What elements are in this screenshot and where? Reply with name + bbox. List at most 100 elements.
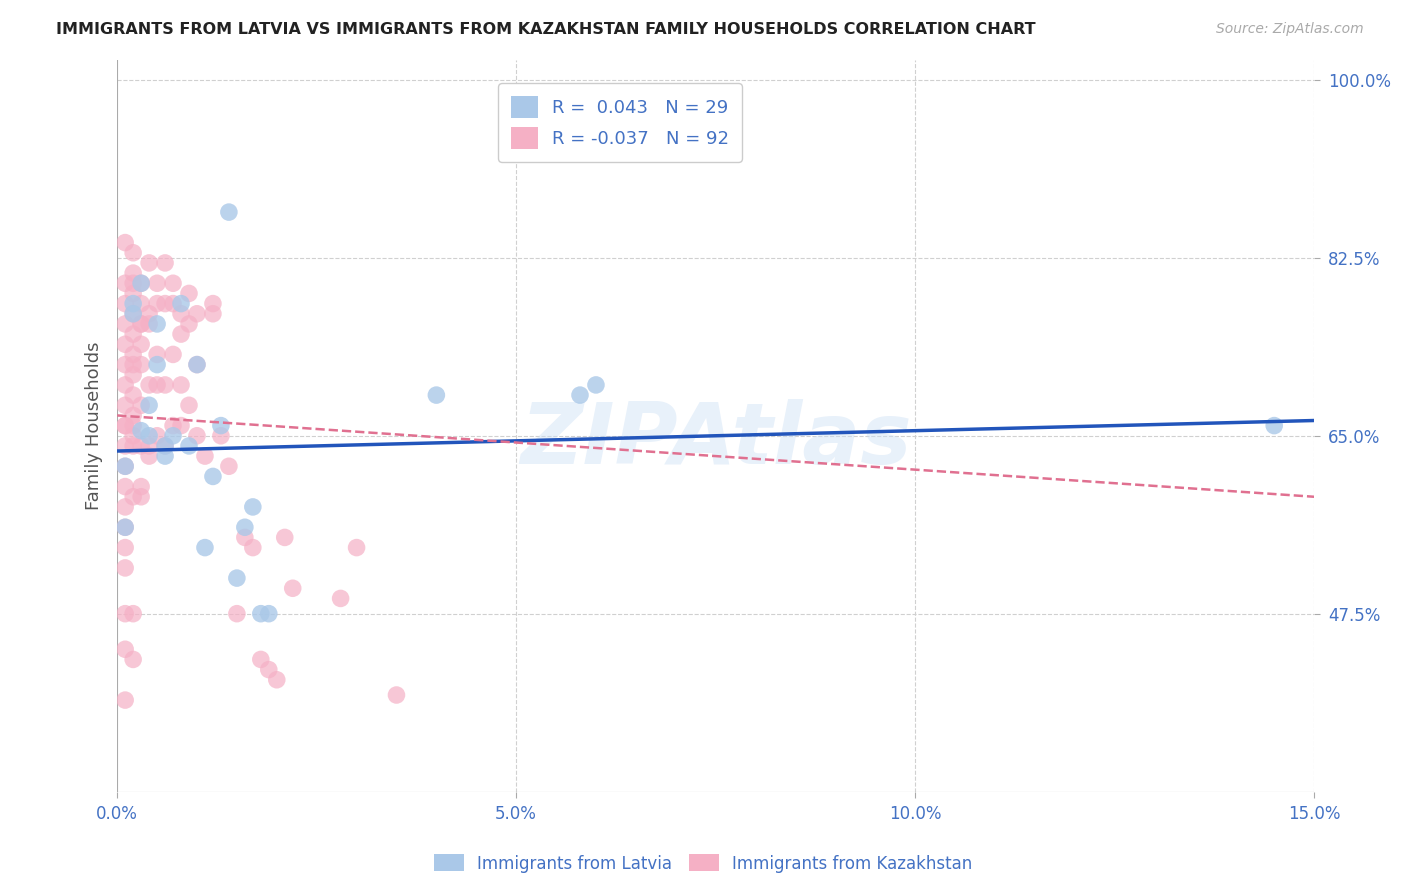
Point bbox=[114, 235, 136, 250]
Point bbox=[114, 520, 136, 534]
Point bbox=[146, 378, 169, 392]
Point bbox=[114, 439, 136, 453]
Point bbox=[569, 388, 592, 402]
Point bbox=[177, 317, 200, 331]
Point bbox=[250, 652, 273, 666]
Point bbox=[146, 347, 169, 361]
Point bbox=[138, 378, 160, 392]
Point bbox=[138, 398, 160, 412]
Point bbox=[129, 358, 152, 372]
Point bbox=[201, 469, 224, 483]
Point bbox=[346, 541, 368, 555]
Point bbox=[194, 541, 217, 555]
Point bbox=[177, 439, 200, 453]
Point bbox=[138, 317, 160, 331]
Point bbox=[209, 429, 232, 443]
Point bbox=[114, 693, 136, 707]
Point bbox=[138, 256, 160, 270]
Point bbox=[233, 520, 256, 534]
Point bbox=[129, 490, 152, 504]
Point bbox=[162, 296, 184, 310]
Point bbox=[425, 388, 447, 402]
Point bbox=[138, 307, 160, 321]
Point bbox=[146, 429, 169, 443]
Point bbox=[122, 307, 145, 321]
Point bbox=[114, 418, 136, 433]
Point bbox=[122, 652, 145, 666]
Legend: Immigrants from Latvia, Immigrants from Kazakhstan: Immigrants from Latvia, Immigrants from … bbox=[427, 847, 979, 880]
Point bbox=[153, 439, 176, 453]
Point bbox=[114, 418, 136, 433]
Point bbox=[170, 327, 193, 342]
Point bbox=[225, 607, 247, 621]
Point bbox=[218, 205, 240, 219]
Point bbox=[138, 439, 160, 453]
Point bbox=[585, 378, 607, 392]
Point bbox=[233, 530, 256, 544]
Point bbox=[122, 418, 145, 433]
Point bbox=[114, 459, 136, 474]
Point bbox=[122, 327, 145, 342]
Point bbox=[194, 449, 217, 463]
Point bbox=[162, 429, 184, 443]
Point bbox=[201, 296, 224, 310]
Point bbox=[170, 418, 193, 433]
Point bbox=[114, 607, 136, 621]
Point bbox=[122, 409, 145, 423]
Point bbox=[114, 317, 136, 331]
Point bbox=[138, 449, 160, 463]
Point bbox=[114, 480, 136, 494]
Point bbox=[122, 347, 145, 361]
Point bbox=[186, 307, 208, 321]
Point bbox=[129, 317, 152, 331]
Point bbox=[129, 277, 152, 291]
Point bbox=[114, 500, 136, 514]
Point bbox=[122, 490, 145, 504]
Point bbox=[146, 296, 169, 310]
Point bbox=[129, 337, 152, 351]
Point bbox=[250, 607, 273, 621]
Point bbox=[177, 286, 200, 301]
Point bbox=[242, 500, 264, 514]
Point bbox=[122, 296, 145, 310]
Point bbox=[114, 541, 136, 555]
Point bbox=[201, 307, 224, 321]
Point bbox=[1263, 418, 1285, 433]
Point bbox=[225, 571, 247, 585]
Point bbox=[129, 296, 152, 310]
Point bbox=[122, 439, 145, 453]
Point bbox=[153, 378, 176, 392]
Point bbox=[122, 286, 145, 301]
Point bbox=[114, 296, 136, 310]
Point bbox=[146, 277, 169, 291]
Point bbox=[122, 307, 145, 321]
Point bbox=[129, 317, 152, 331]
Point bbox=[329, 591, 352, 606]
Point bbox=[274, 530, 297, 544]
Point bbox=[146, 317, 169, 331]
Point bbox=[170, 378, 193, 392]
Point bbox=[186, 429, 208, 443]
Point bbox=[122, 277, 145, 291]
Point bbox=[114, 520, 136, 534]
Point bbox=[122, 266, 145, 280]
Point bbox=[146, 358, 169, 372]
Point bbox=[122, 368, 145, 382]
Point bbox=[129, 424, 152, 438]
Point bbox=[162, 277, 184, 291]
Legend: R =  0.043   N = 29, R = -0.037   N = 92: R = 0.043 N = 29, R = -0.037 N = 92 bbox=[498, 83, 742, 161]
Point bbox=[209, 418, 232, 433]
Point bbox=[114, 561, 136, 575]
Point bbox=[186, 358, 208, 372]
Point bbox=[114, 358, 136, 372]
Point bbox=[122, 245, 145, 260]
Point bbox=[153, 256, 176, 270]
Point bbox=[281, 581, 304, 595]
Point bbox=[122, 429, 145, 443]
Point bbox=[122, 388, 145, 402]
Point bbox=[162, 418, 184, 433]
Point bbox=[114, 398, 136, 412]
Point bbox=[114, 642, 136, 657]
Point bbox=[257, 607, 280, 621]
Point bbox=[153, 296, 176, 310]
